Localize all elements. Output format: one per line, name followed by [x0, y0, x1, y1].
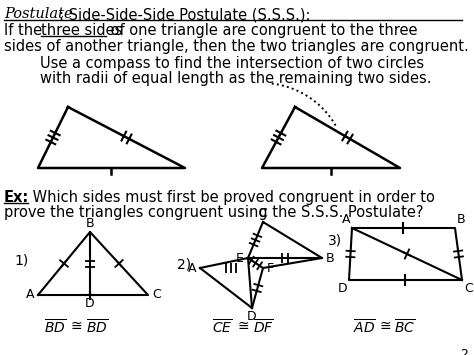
Text: 1): 1) [14, 253, 28, 267]
Text: $\cong$: $\cong$ [235, 318, 249, 332]
Text: 3): 3) [328, 233, 342, 247]
Text: 2): 2) [177, 258, 191, 272]
Text: C: C [464, 282, 473, 295]
Text: $\cong$: $\cong$ [68, 318, 82, 332]
Text: If the: If the [4, 23, 47, 38]
Text: C: C [259, 207, 267, 220]
Text: : Side-Side-Side Postulate (S.S.S.):: : Side-Side-Side Postulate (S.S.S.): [59, 7, 310, 22]
Text: D: D [247, 310, 257, 323]
Text: E: E [236, 251, 244, 264]
Text: of one triangle are congruent to the three: of one triangle are congruent to the thr… [106, 23, 418, 38]
Text: B: B [326, 251, 335, 264]
Text: with radii of equal length as the remaining two sides.: with radii of equal length as the remain… [40, 71, 431, 86]
Text: A: A [26, 289, 34, 301]
Text: $\cong$: $\cong$ [376, 318, 392, 332]
Text: Postulate: Postulate [4, 7, 73, 21]
Text: Which sides must first be proved congruent in order to: Which sides must first be proved congrue… [28, 190, 435, 205]
Text: $\overline{CE}$: $\overline{CE}$ [212, 318, 232, 336]
Text: B: B [457, 213, 465, 226]
Text: $\overline{BC}$: $\overline{BC}$ [394, 318, 416, 336]
Text: A: A [341, 213, 350, 226]
Text: Use a compass to find the intersection of two circles: Use a compass to find the intersection o… [40, 56, 424, 71]
Text: $\overline{DF}$: $\overline{DF}$ [253, 318, 273, 336]
Text: prove the triangles congruent using the S.S.S. Postulate?: prove the triangles congruent using the … [4, 205, 423, 220]
Text: sides of another triangle, then the two triangles are congruent.: sides of another triangle, then the two … [4, 39, 469, 54]
Text: D: D [337, 282, 347, 295]
Text: $\overline{BD}$: $\overline{BD}$ [44, 318, 66, 336]
Text: Ex:: Ex: [4, 190, 29, 205]
Text: $\overline{AD}$: $\overline{AD}$ [353, 318, 375, 336]
Text: three sides: three sides [41, 23, 122, 38]
Text: D: D [85, 297, 95, 310]
Text: $\overline{BD}$: $\overline{BD}$ [86, 318, 108, 336]
Text: B: B [86, 217, 94, 230]
Text: C: C [152, 289, 161, 301]
Text: 2: 2 [460, 348, 468, 355]
Text: F: F [267, 262, 274, 274]
Text: A: A [188, 262, 196, 274]
